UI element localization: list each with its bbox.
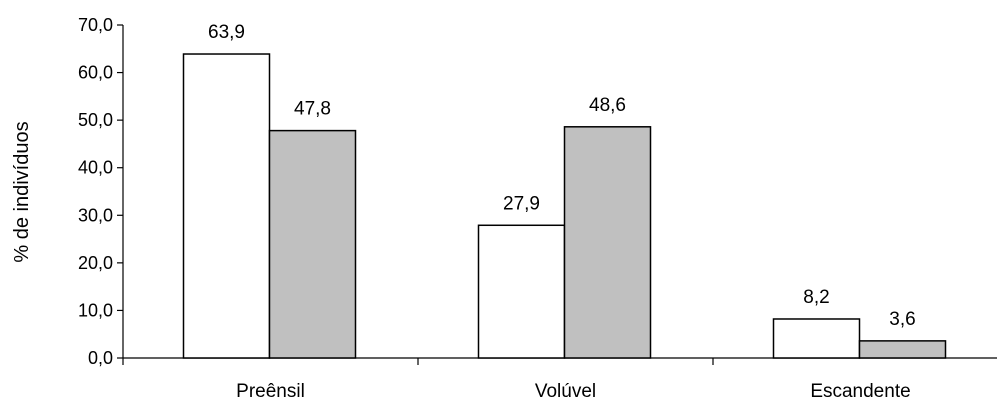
data-labels-group: 63,9 47,8 27,9 48,6 8,2 3,6: [208, 22, 916, 330]
data-label: 3,6: [889, 309, 915, 330]
data-label: 8,2: [803, 287, 829, 308]
data-label: 27,9: [503, 193, 540, 214]
y-tick-label: 0,0: [88, 348, 113, 368]
bar: [182, 53, 271, 359]
bar: [858, 340, 947, 359]
bar: [563, 126, 652, 359]
x-category-label: Escandente: [810, 381, 910, 402]
bar: [477, 224, 566, 359]
bars-group: [182, 53, 947, 359]
y-tick-label: 50,0: [78, 110, 113, 130]
x-axis: Preênsil Volúvel Escandente: [122, 357, 997, 402]
y-tick-label: 70,0: [78, 15, 113, 35]
y-tick-label: 30,0: [78, 205, 113, 225]
y-tick-label: 20,0: [78, 253, 113, 273]
data-label: 47,8: [294, 99, 331, 120]
bar: [268, 129, 357, 359]
x-category-label: Volúvel: [535, 381, 596, 402]
y-tick-label: 60,0: [78, 63, 113, 83]
data-label: 63,9: [208, 22, 245, 43]
y-axis-label: % de indivíduos: [11, 121, 33, 262]
y-axis: 0,0 10,0 20,0 30,0 40,0 50,0 60,0 70,0: [78, 15, 124, 368]
bar: [772, 318, 861, 359]
y-tick-label: 40,0: [78, 158, 113, 178]
x-category-label: Preênsil: [236, 381, 305, 402]
data-label: 48,6: [589, 95, 626, 116]
y-tick-label: 10,0: [78, 300, 113, 320]
